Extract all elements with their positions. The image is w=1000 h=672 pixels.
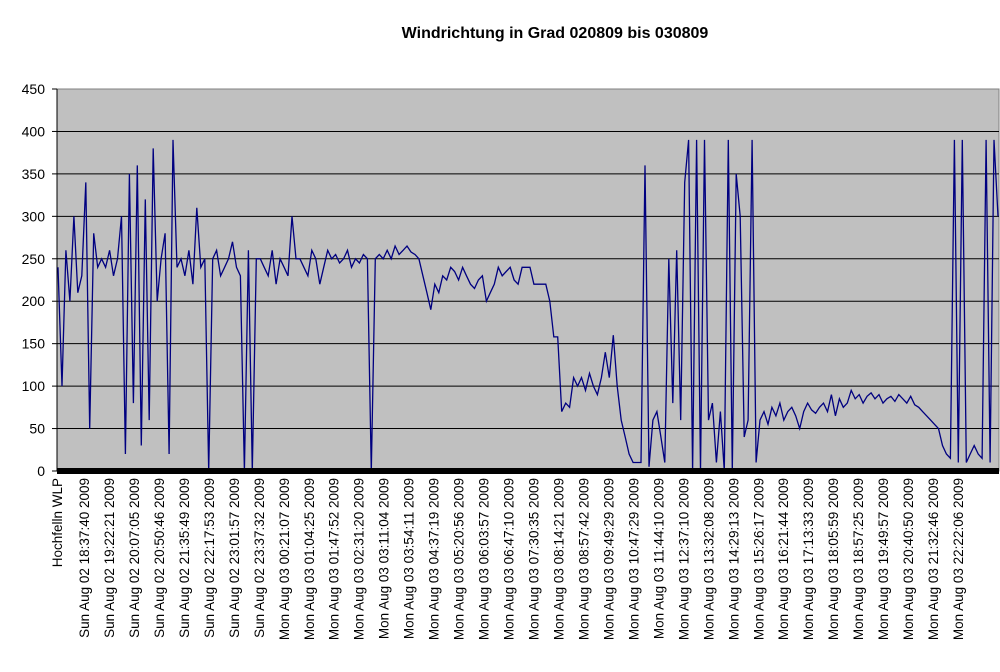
x-tick-label: Sun Aug 02 20:07:05 2009 <box>127 478 142 638</box>
x-tick-label: Mon Aug 03 16:21:44 2009 <box>776 478 791 640</box>
y-tick-label: 100 <box>22 378 46 394</box>
chart-title: Windrichtung in Grad 020809 bis 030809 <box>401 25 709 42</box>
y-tick-label: 450 <box>22 81 46 97</box>
x-tick-label: Mon Aug 03 04:37:19 2009 <box>427 478 442 640</box>
x-axis <box>57 468 999 474</box>
x-tick-label: Mon Aug 03 15:26:17 2009 <box>751 478 766 640</box>
y-tick-label: 0 <box>37 463 45 479</box>
x-tick-label: Mon Aug 03 08:57:42 2009 <box>576 478 591 640</box>
y-tick-label: 200 <box>22 293 46 309</box>
x-tick-label: Sun Aug 02 18:37:40 2009 <box>77 478 92 638</box>
x-tick-label: Mon Aug 03 22:22:06 2009 <box>951 478 966 640</box>
y-tick-label: 50 <box>29 421 45 437</box>
y-tick-label: 350 <box>22 166 46 182</box>
x-tick-label: Mon Aug 03 06:03:57 2009 <box>477 478 492 640</box>
data-series-line <box>57 139 999 472</box>
x-tick-label: Sun Aug 02 23:01:57 2009 <box>227 478 242 638</box>
x-tick-label: Mon Aug 03 19:49:57 2009 <box>876 478 891 640</box>
x-tick-label: Mon Aug 03 13:32:08 2009 <box>701 478 716 640</box>
x-tick-label: Mon Aug 03 05:20:56 2009 <box>452 478 467 640</box>
x-tick-label: Mon Aug 03 00:21:07 2009 <box>277 478 292 640</box>
x-tick-label: Mon Aug 03 14:29:13 2009 <box>726 478 741 640</box>
x-tick-label: Mon Aug 03 01:04:25 2009 <box>302 478 317 640</box>
x-tick-label: Sun Aug 02 23:37:32 2009 <box>252 478 267 638</box>
x-tick-label: Sun Aug 02 20:50:46 2009 <box>152 478 167 638</box>
x-tick-label: Mon Aug 03 07:30:35 2009 <box>527 478 542 640</box>
x-tick-label: Mon Aug 03 09:49:29 2009 <box>601 478 616 640</box>
x-tick-label: Mon Aug 03 06:47:10 2009 <box>502 478 517 640</box>
x-tick-label: Mon Aug 03 21:32:46 2009 <box>926 478 941 640</box>
y-tick-label: 150 <box>22 336 46 352</box>
x-tick-label: Mon Aug 03 01:47:52 2009 <box>327 478 342 640</box>
x-tick-label: Mon Aug 03 11:44:10 2009 <box>651 478 666 639</box>
x-tick-label: Mon Aug 03 20:40:50 2009 <box>901 478 916 640</box>
x-tick-label: Mon Aug 03 18:57:25 2009 <box>851 478 866 640</box>
x-tick-label: Hochfelln WLP <box>50 478 65 567</box>
x-tick-label: Mon Aug 03 02:31:20 2009 <box>352 478 367 640</box>
x-tick-label: Mon Aug 03 17:13:33 2009 <box>801 478 816 640</box>
y-tick-label: 300 <box>22 208 46 224</box>
x-tick-label: Mon Aug 03 03:11:04 2009 <box>377 478 392 639</box>
x-tick-label: Sun Aug 02 19:22:21 2009 <box>102 478 117 638</box>
x-tick-label: Sun Aug 02 22:17:53 2009 <box>202 478 217 638</box>
x-tick-label: Mon Aug 03 03:54:11 2009 <box>402 478 417 639</box>
x-tick-label: Mon Aug 03 18:05:59 2009 <box>826 478 841 640</box>
y-tick-label: 400 <box>22 123 46 139</box>
x-tick-label: Sun Aug 02 21:35:49 2009 <box>177 478 192 638</box>
y-tick-label: 250 <box>22 251 46 267</box>
x-tick-label: Mon Aug 03 08:14:21 2009 <box>551 478 566 640</box>
plot-area <box>56 88 1000 472</box>
x-tick-label: Mon Aug 03 12:37:10 2009 <box>676 478 691 640</box>
x-tick-label: Mon Aug 03 10:47:29 2009 <box>626 478 641 640</box>
